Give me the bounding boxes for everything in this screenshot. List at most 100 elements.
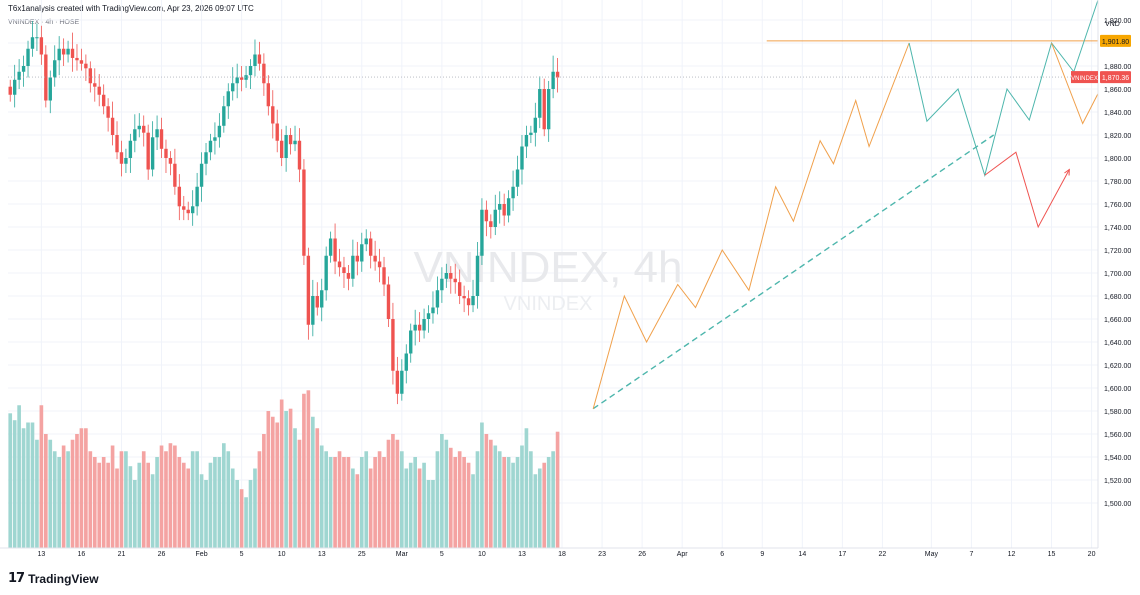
volume-bar [106, 462, 110, 548]
volume-bar [52, 451, 57, 548]
volume-bar [520, 445, 524, 548]
candle-body [346, 273, 351, 279]
time-tick-label: 21 [118, 551, 126, 558]
candle-body [391, 319, 395, 371]
candle-body [182, 206, 186, 210]
candle-body [498, 204, 502, 210]
price-tick-label: 1,660.00 [1104, 317, 1131, 324]
time-tick-label: 23 [598, 551, 606, 558]
volume-bar [448, 447, 453, 548]
currency-label: VND [1105, 21, 1120, 28]
candle-body [546, 89, 551, 130]
volume-bar [21, 428, 26, 548]
candle-body [529, 132, 533, 135]
candle-body [159, 129, 164, 149]
price-tick-label: 1,700.00 [1104, 271, 1131, 278]
candle-body [226, 91, 230, 107]
candle-body [422, 319, 426, 331]
candle-body [342, 267, 346, 273]
time-tick-label: 20 [1088, 551, 1096, 558]
candle-body [275, 123, 279, 141]
price-tick-label: 1,680.00 [1104, 294, 1131, 301]
volume-bar [257, 451, 262, 548]
candle-body [471, 296, 475, 306]
volume-bar [79, 428, 84, 548]
volume-bar [84, 428, 88, 548]
symbol-tag [1071, 71, 1098, 84]
candle-body [506, 198, 511, 216]
volume-bar [288, 408, 293, 548]
volume-bar [199, 474, 204, 548]
last-price-tag-label: 1,870.36 [1102, 75, 1129, 82]
candle-body [173, 163, 177, 187]
candle-body [168, 158, 173, 164]
volume-bar [97, 462, 102, 548]
price-axis[interactable]: VND 1,500.00 1,520.00 1,540.00 1,560.00 1,58… [1097, 0, 1140, 548]
volume-bar [8, 413, 13, 548]
candle-body [466, 298, 471, 306]
price-tick-label: 1,920.00 [1104, 18, 1131, 25]
volume-bar [239, 489, 244, 548]
candle-body [440, 278, 444, 291]
candle-body [266, 83, 271, 107]
volume-bar [462, 457, 466, 548]
volume-bar [417, 468, 422, 548]
volume-bar [235, 480, 239, 548]
volume-bar [555, 431, 560, 548]
candle-body [320, 290, 324, 308]
volume-bar [551, 451, 555, 548]
candle-body [457, 282, 462, 296]
symbol-info: VNINDEX · 4h · HOSE [8, 19, 80, 26]
candle-body [431, 307, 435, 314]
candle-body [39, 37, 44, 55]
price-tick-label: 1,780.00 [1104, 179, 1131, 186]
candle-body [484, 209, 489, 222]
candle-body [333, 238, 337, 262]
candle-body [35, 37, 39, 39]
time-tick-label: 12 [1008, 551, 1016, 558]
volume-bar [297, 439, 302, 548]
candle-body [128, 140, 133, 158]
volume-bar [351, 468, 355, 548]
price-chart[interactable]: VNINDEX, 4h VNINDEX VND 1,500.00 1,520.00… [0, 0, 1140, 568]
time-tick-label: 22 [879, 551, 887, 558]
volume-bar [48, 439, 53, 548]
time-tick-label: 13 [37, 551, 45, 558]
candle-body [208, 140, 213, 153]
time-axis[interactable]: 13 16 21 26 Feb 5 10 13 25 Mar 5 10 13 18 23 26 Apr 6 9 14 1… [0, 547, 1098, 558]
volume-bar [373, 457, 377, 548]
candle-body [253, 54, 257, 66]
candle-body [93, 83, 97, 87]
time-tick-label: 10 [278, 551, 286, 558]
candle-body [368, 238, 373, 256]
volume-bar [164, 451, 168, 548]
volume-bar [146, 462, 150, 548]
price-tags: 1,901.80 VNINDEX 1,870.36 [1071, 34, 1131, 84]
time-tick-label: 18 [558, 551, 566, 558]
candle-body [502, 204, 506, 216]
volume-bar [186, 468, 191, 548]
candle-body [449, 273, 453, 279]
candle-body [262, 63, 266, 84]
volume-bar [230, 468, 235, 548]
volume-bar [115, 468, 119, 548]
volume-bar [404, 468, 409, 548]
candle-body [70, 48, 75, 58]
candle-body [26, 48, 30, 66]
candle-body [551, 71, 555, 89]
volume-bar [39, 405, 44, 548]
volume-bar [431, 480, 435, 548]
volume-bar [279, 399, 284, 548]
volume-bar [244, 497, 248, 548]
tradingview-logo[interactable]: 17 TradingView [8, 571, 99, 586]
volume-bar [319, 445, 324, 548]
candle-body [21, 66, 26, 72]
time-tick-label: Feb [196, 551, 208, 558]
volume-bar [377, 451, 382, 548]
price-tick-label: 1,740.00 [1104, 225, 1131, 232]
volume-bar [66, 451, 70, 548]
volume-bar [315, 428, 320, 548]
volume-bar [155, 457, 159, 548]
volume-bar [324, 451, 328, 548]
price-tick-label: 1,520.00 [1104, 478, 1131, 485]
